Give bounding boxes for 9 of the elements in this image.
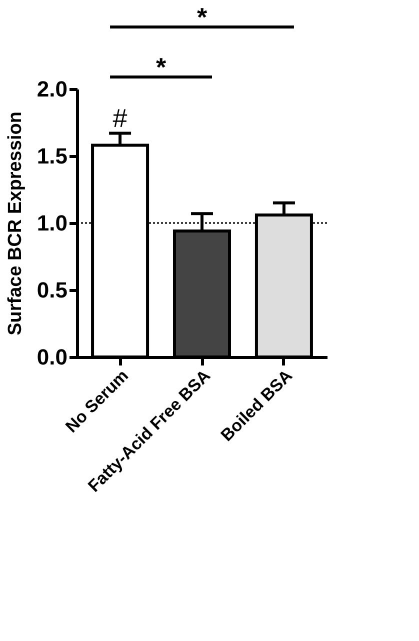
y-axis-title: Surface BCR Expression [4, 112, 26, 336]
y-tick-label: 1.5 [36, 144, 68, 168]
y-tick-label: 0.5 [36, 278, 68, 302]
text: * [156, 52, 167, 82]
annotation: # [112, 102, 128, 133]
y-tick-label: 2.0 [36, 76, 68, 102]
y-tick-label: 1.0 [36, 210, 68, 236]
text: * [196, 2, 208, 32]
y-tick-label: 0.0 [36, 344, 68, 370]
